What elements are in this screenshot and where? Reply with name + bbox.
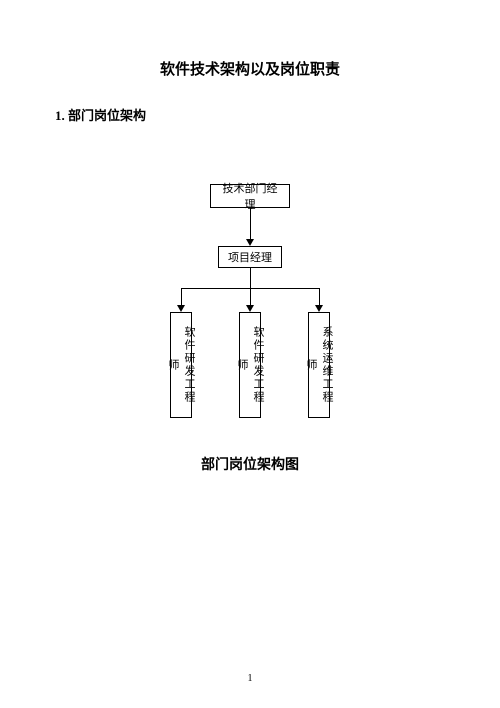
- node-leaf-1: 软件研发工程师: [170, 312, 192, 418]
- chart-caption: 部门岗位架构图: [0, 454, 500, 474]
- section-label: 部门岗位架构: [68, 108, 146, 123]
- page-title: 软件技术架构以及岗位职责: [0, 0, 500, 79]
- section-heading: 1. 部门岗位架构: [55, 105, 500, 124]
- node-root: 技术部门经理: [210, 184, 290, 208]
- page-number: 1: [0, 673, 500, 684]
- node-leaf-2: 软件研发工程师: [239, 312, 261, 418]
- node-pm: 项目经理: [218, 246, 282, 268]
- node-leaf-3: 系统运维工程师: [308, 312, 330, 418]
- section-number: 1.: [55, 108, 65, 123]
